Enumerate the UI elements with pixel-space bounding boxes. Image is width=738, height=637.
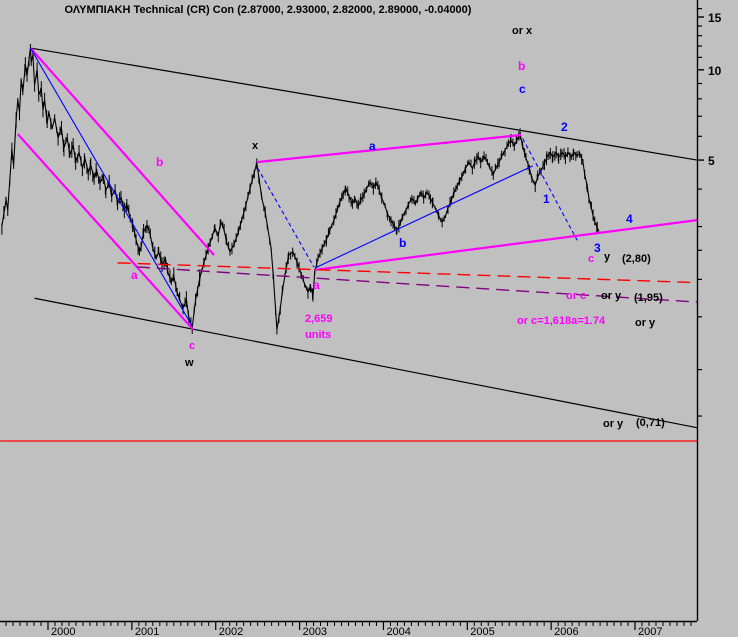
annotation-20-orc: or c xyxy=(566,290,586,302)
annotation-14-a: a xyxy=(131,268,138,282)
target-red-dashed-1.95 xyxy=(117,262,698,284)
annotation-26-071: (0,71) xyxy=(636,417,665,429)
y-axis-label-15: 15 xyxy=(708,11,722,25)
price-series xyxy=(1,43,600,335)
down-channel-magenta-upper xyxy=(29,47,215,256)
annotation-12-y: y xyxy=(604,251,611,263)
x-axis-label-2000: 2000 xyxy=(51,626,75,637)
annotation-19-units: units xyxy=(305,329,331,341)
wedge-trendline-blue xyxy=(314,165,533,269)
trendlines-layer xyxy=(0,47,698,442)
down-channel-magenta-lower xyxy=(16,133,194,331)
annotation-25-ory: or y xyxy=(603,418,624,430)
annotation-15-c: c xyxy=(189,340,195,352)
annotation-8-1: 1 xyxy=(543,192,550,206)
wedge-magenta-upper xyxy=(256,133,522,164)
annotation-11-c: c xyxy=(588,253,594,265)
x-axis-label-2005: 2005 xyxy=(470,626,494,637)
right-axis: 15 10 5 xyxy=(696,0,722,621)
x-axis-label-2004: 2004 xyxy=(386,626,410,637)
dashed-blue-x-to-a xyxy=(257,167,315,268)
annotation-4-b: b xyxy=(156,155,163,169)
upper-channel-black xyxy=(30,47,698,161)
x-axis-label-2007: 2007 xyxy=(638,626,662,637)
annotation-2-c: c xyxy=(519,82,526,96)
annotation-6-a: a xyxy=(369,139,376,153)
price-line xyxy=(1,47,600,330)
annotation-18-2659: 2,659 xyxy=(305,313,333,325)
annotation-17-a: a xyxy=(313,278,320,292)
annotation-5-x: x xyxy=(252,140,259,152)
lower-channel-black xyxy=(34,297,698,429)
x-axis-label-2002: 2002 xyxy=(219,626,243,637)
annotation-21-ory: or y xyxy=(601,290,622,302)
annotation-0-orx: or x xyxy=(512,25,533,37)
annotation-10-3: 3 xyxy=(594,241,601,255)
annotation-7-b: b xyxy=(399,236,406,250)
annotation-13-280: (2,80) xyxy=(622,253,651,265)
annotation-1-b: b xyxy=(518,59,525,73)
annotation-22-195: (1,95) xyxy=(634,292,663,304)
chart-title: ΟΛΥΜΠΙΑΚΗ Technical (CR) Con (2.87000, 2… xyxy=(65,4,472,16)
dashed-blue-2-to-3 xyxy=(522,138,578,241)
x-axis-label-2003: 2003 xyxy=(303,626,327,637)
annotation-24-ory: or y xyxy=(635,317,656,329)
decline-trendline-blue xyxy=(29,47,193,327)
x-axis-label-2006: 2006 xyxy=(554,626,578,637)
target-purple-dashed-1.74 xyxy=(136,266,698,303)
x-axis-label-2001: 2001 xyxy=(135,626,159,637)
annotation-9-4: 4 xyxy=(626,212,633,226)
wedge-magenta-lower xyxy=(314,218,698,272)
y-axis-label-5: 5 xyxy=(708,154,715,168)
annotation-16-w: w xyxy=(184,357,194,369)
bottom-axis: 2000 2001 2002 2003 2004 2005 2006 2007 xyxy=(0,620,697,637)
annotation-23-orc1618a174: or c=1,618a=1.74 xyxy=(517,315,606,327)
y-axis-label-10: 10 xyxy=(708,64,722,78)
annotation-3-2: 2 xyxy=(561,120,568,134)
